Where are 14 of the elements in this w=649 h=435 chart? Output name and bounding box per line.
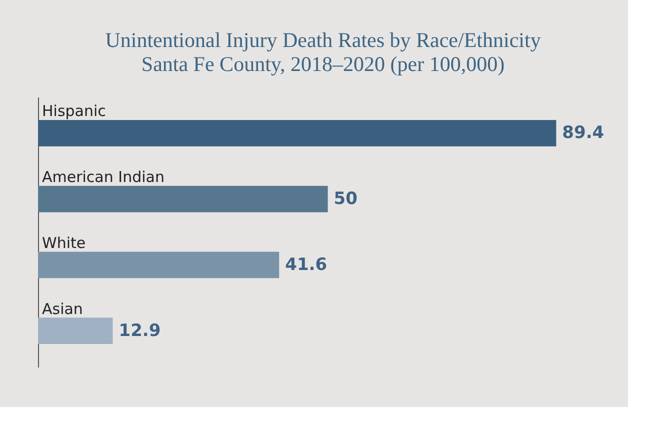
data-label: 50 [334,189,358,210]
y-tick-label: Hispanic [42,102,106,120]
bar [38,252,280,278]
y-tick-label: Asian [42,300,83,318]
data-label: 12.9 [118,320,161,341]
chart-title: Unintentional Injury Death Rates by Race/Ethnicity [105,28,542,52]
chart-subtitle: Santa Fe County, 2018–2020 (per 100,000) [141,52,505,76]
y-tick-label: American Indian [42,168,164,186]
bar [38,120,556,146]
y-tick-label: White [42,234,86,252]
data-label: 41.6 [285,254,328,275]
bar [38,318,113,344]
bar [38,186,328,212]
data-label: 89.4 [562,123,604,144]
